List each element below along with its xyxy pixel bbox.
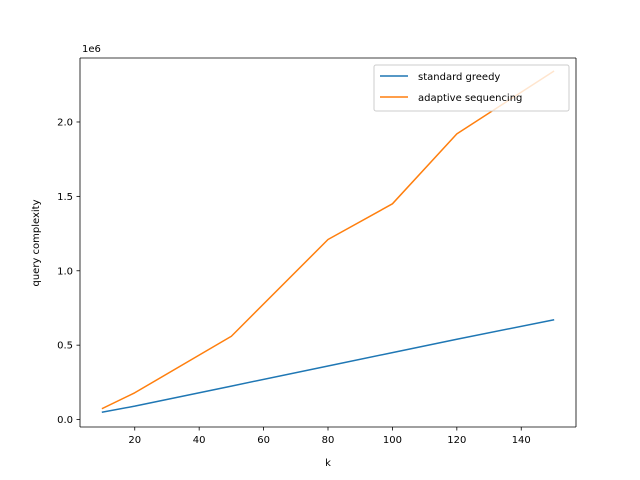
y-tick-label: 0.5 (57, 341, 73, 352)
x-tick-label: 80 (322, 435, 335, 446)
legend: standard greedy adaptive sequencing (373, 64, 570, 112)
y-tick-label: 0.0 (57, 415, 73, 426)
x-tick-label: 100 (383, 435, 402, 446)
plot-area (80, 58, 576, 427)
ticks: 20 40 60 80 100 120 140 0.0 0.5 1.0 1.5 2.0 (57, 117, 531, 446)
series-lines (101, 70, 555, 413)
series-line-standard-greedy (101, 318, 555, 413)
x-tick-label: 140 (512, 435, 531, 446)
y-tick-label: 1.0 (57, 266, 73, 277)
x-tick-label: 60 (257, 435, 270, 446)
x-tick-label: 20 (128, 435, 141, 446)
y-scale-label: 1e6 (82, 44, 101, 55)
x-axis-label: k (325, 458, 331, 469)
legend-box (373, 64, 570, 112)
x-tick-label: 120 (447, 435, 466, 446)
y-tick-label: 1.5 (57, 192, 73, 203)
series-line-adaptive-sequencing (101, 70, 555, 410)
legend-label-standard-greedy: standard greedy (418, 72, 500, 83)
x-tick-label: 40 (193, 435, 206, 446)
legend-label-adaptive-sequencing: adaptive sequencing (418, 93, 522, 104)
y-axis-label: query complexity (31, 199, 42, 286)
plot-background (80, 58, 576, 427)
y-tick-label: 2.0 (57, 117, 73, 128)
